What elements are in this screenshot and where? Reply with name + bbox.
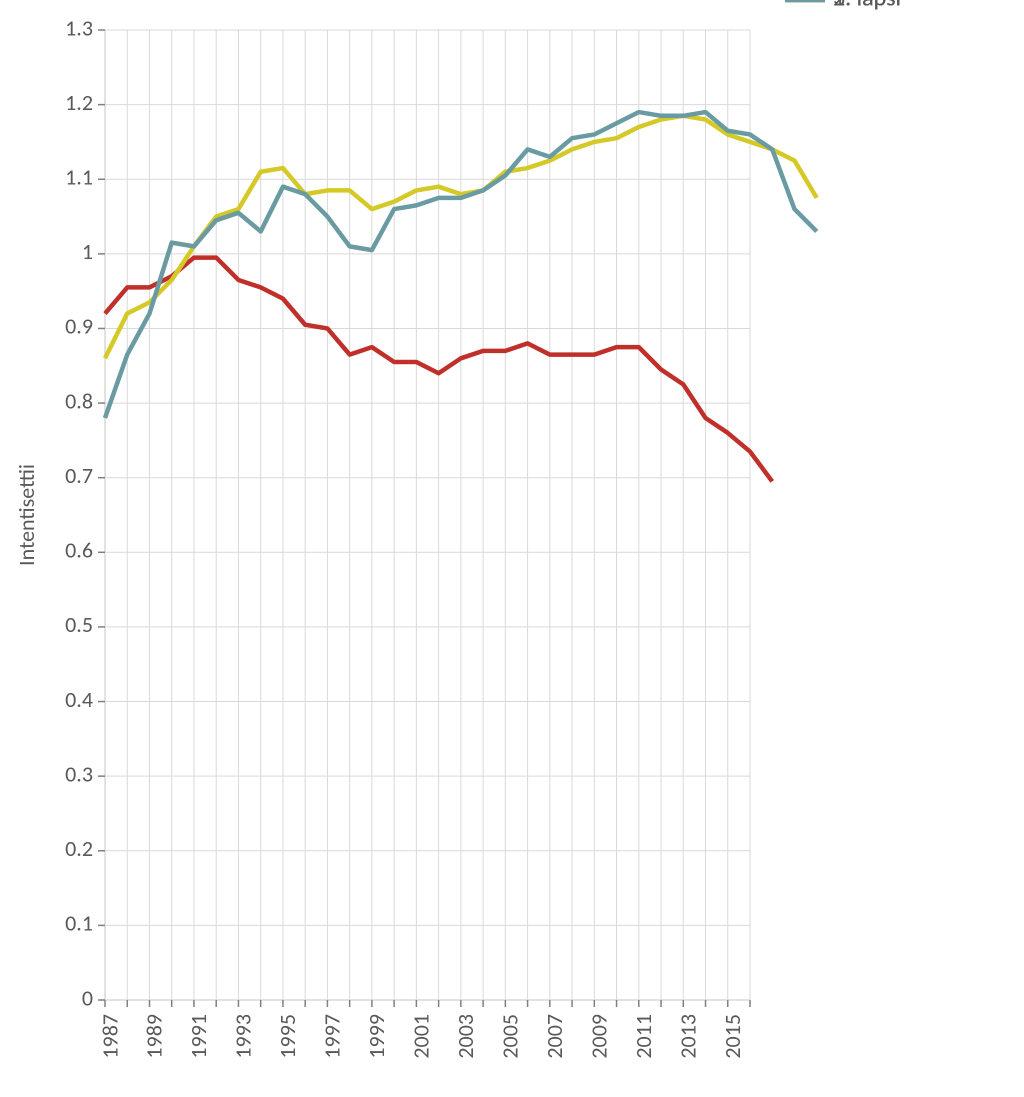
x-tick-label: 1991	[185, 1014, 212, 1059]
y-tick-label: 1.3	[65, 14, 93, 41]
y-tick-label: 0.3	[65, 760, 93, 787]
y-tick-label: 0.6	[65, 537, 93, 564]
x-tick-label: 2001	[408, 1014, 435, 1059]
y-tick-label: 1	[82, 238, 93, 265]
y-tick-label: 0.2	[65, 835, 93, 862]
chart-svg: 0 0.1 0.2 0.3 0.4 0.5 0.6 0.7 0.8 0.9 1 1.1 1.2 1.3 In…	[0, 0, 1024, 1097]
y-axis-title: Intentisettii	[13, 464, 40, 566]
x-tick-label: 2005	[497, 1014, 524, 1059]
legend-label-3: 3. lapsi	[833, 0, 901, 13]
y-tick-label: 1.2	[65, 89, 93, 116]
y-tick-label: 0.7	[65, 462, 93, 489]
x-tick-label: 1995	[274, 1014, 301, 1059]
x-tick-label: 2013	[675, 1014, 702, 1059]
x-tick-label: 1993	[230, 1014, 257, 1059]
x-tick-label: 2009	[586, 1014, 613, 1059]
y-tick-label: 0.4	[65, 686, 93, 713]
x-tick-label: 1997	[319, 1014, 346, 1059]
y-tick-label: 0.5	[65, 611, 93, 638]
y-tick-label: 1.1	[65, 163, 93, 190]
y-tick-label: 0.9	[65, 313, 93, 340]
y-tick-label: 0.1	[65, 910, 93, 937]
x-tick-label: 2003	[452, 1014, 479, 1059]
x-tick-label: 1987	[96, 1014, 123, 1059]
y-tick-label: 0	[82, 984, 93, 1011]
x-tick-label: 1999	[363, 1014, 390, 1059]
x-tick-label: 2011	[630, 1014, 657, 1059]
y-tick-label: 0.8	[65, 387, 93, 414]
x-tick-label: 1989	[141, 1014, 168, 1059]
x-tick-label: 2015	[719, 1014, 746, 1059]
line-chart: 0 0.1 0.2 0.3 0.4 0.5 0.6 0.7 0.8 0.9 1 1.1 1.2 1.3 In…	[0, 0, 1024, 1097]
x-tick-label: 2007	[541, 1014, 568, 1059]
